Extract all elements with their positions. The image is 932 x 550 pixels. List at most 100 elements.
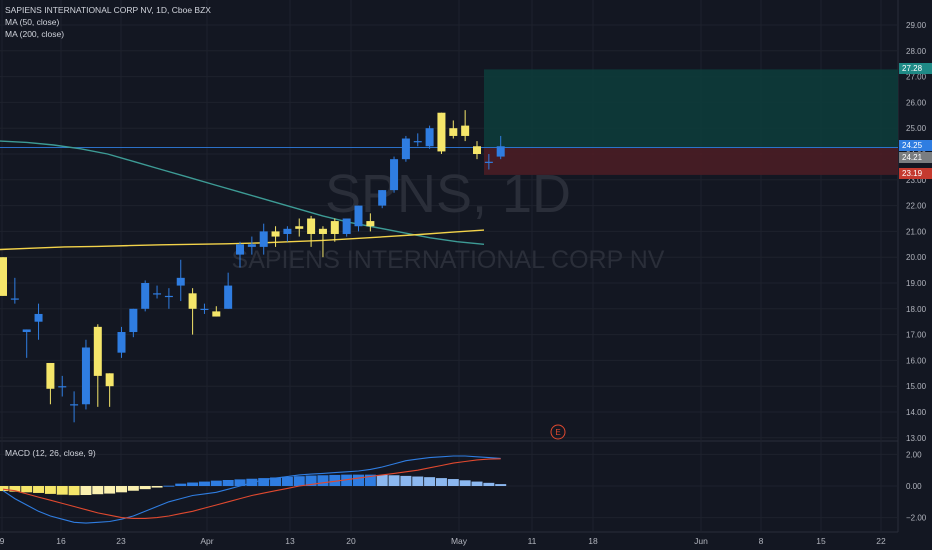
candle-body xyxy=(473,146,481,154)
candle xyxy=(318,226,327,258)
target-zone xyxy=(484,69,898,148)
macd-histogram-bar xyxy=(459,480,471,486)
candle-body xyxy=(200,308,209,310)
candle-body xyxy=(437,112,446,152)
y-tick-label: 23.00 xyxy=(906,176,927,185)
macd-histogram-bar xyxy=(116,486,127,493)
macd-histogram-bar xyxy=(353,474,364,486)
macd-histogram-bar xyxy=(424,477,436,486)
y-tick-label: 26.00 xyxy=(906,98,927,107)
y-tick-label: 19.00 xyxy=(906,279,927,288)
candle-body xyxy=(153,293,162,295)
candle xyxy=(247,236,256,255)
signal-line xyxy=(2,458,501,519)
watermark-name: SAPIENS INTERNATIONAL CORP NV xyxy=(232,246,665,274)
target-price-label: 27.28 xyxy=(899,63,932,74)
candle-body xyxy=(378,190,387,206)
candle-body xyxy=(10,298,19,300)
candle xyxy=(354,205,363,232)
candle xyxy=(0,257,7,296)
chart-title: SAPIENS INTERNATIONAL CORP NV, 1D, Cboe … xyxy=(5,5,211,15)
candle xyxy=(271,226,280,247)
candle-body xyxy=(141,283,150,309)
macd-histogram-bar xyxy=(21,486,33,493)
macd-legend: MACD (12, 26, close, 9) xyxy=(5,448,96,458)
candle xyxy=(22,329,31,358)
macd-histogram-bar xyxy=(127,486,139,491)
ma200-legend: MA (200, close) xyxy=(5,29,65,39)
candle-body xyxy=(70,404,79,406)
candle xyxy=(212,306,221,317)
x-tick-label: 23 xyxy=(116,536,126,546)
candle-body xyxy=(461,125,470,136)
macd-histogram-bar xyxy=(56,486,68,495)
macd-histogram-bar xyxy=(104,486,116,494)
macd-histogram-bar xyxy=(187,482,199,486)
candle xyxy=(342,218,351,237)
candle-body xyxy=(496,146,505,157)
candle-body xyxy=(46,362,55,389)
candle xyxy=(81,339,90,410)
candle-body xyxy=(484,161,493,163)
candle xyxy=(236,241,244,268)
candle-body xyxy=(425,128,434,147)
candle xyxy=(93,324,102,407)
candle-body xyxy=(188,293,197,309)
candle-body xyxy=(58,386,67,388)
candle xyxy=(401,135,410,162)
candle-body xyxy=(212,311,221,317)
candle xyxy=(117,326,126,358)
candle xyxy=(58,375,67,397)
macd-tick-label: −2.00 xyxy=(906,514,927,523)
ma50-line xyxy=(0,140,485,245)
macd-histogram-bar xyxy=(435,478,447,486)
candle xyxy=(141,280,150,312)
candle xyxy=(425,125,434,149)
candle xyxy=(259,223,268,255)
ma-price-label: 24.21 xyxy=(899,152,932,163)
x-tick-label: 11 xyxy=(528,536,537,546)
candle-body xyxy=(354,205,363,227)
x-tick-label: 22 xyxy=(876,536,886,546)
stop-zone xyxy=(484,147,898,175)
candle-body xyxy=(401,138,410,160)
macd-histogram-bar xyxy=(210,480,222,486)
candle xyxy=(200,303,209,314)
macd-histogram-bar xyxy=(33,486,45,493)
candle-body xyxy=(22,329,31,333)
macd-tick-label: 0.00 xyxy=(906,482,922,491)
x-tick-label: 8 xyxy=(759,536,764,546)
macd-histogram-bar xyxy=(329,474,341,486)
macd-histogram-bar xyxy=(270,477,282,486)
candle-body xyxy=(247,244,256,247)
candle-body xyxy=(342,218,351,234)
macd-histogram-bar xyxy=(139,486,151,490)
earnings-marker-icon xyxy=(550,424,566,440)
candle xyxy=(224,272,233,309)
candle-body xyxy=(34,313,43,322)
macd-histogram-bar xyxy=(317,475,329,486)
y-tick-label: 22.00 xyxy=(906,202,927,211)
macd-histogram-bar xyxy=(0,486,9,492)
macd-histogram-bar xyxy=(175,483,187,486)
macd-histogram-bar xyxy=(163,485,175,487)
candle-body xyxy=(236,244,244,255)
candle xyxy=(188,288,197,335)
candle-body xyxy=(318,228,327,234)
macd-histogram-bar xyxy=(483,482,495,486)
macd-histogram-bar xyxy=(400,475,412,486)
macd-histogram-bar xyxy=(305,475,317,486)
macd-histogram-bar xyxy=(68,486,80,496)
macd-histogram-bar xyxy=(376,474,388,486)
y-tick-label: 17.00 xyxy=(906,331,927,340)
y-tick-label: 14.00 xyxy=(906,408,927,417)
macd-histogram-bar xyxy=(92,486,104,495)
y-tick-label: 15.00 xyxy=(906,382,927,391)
y-tick-label: 20.00 xyxy=(906,253,927,262)
candle xyxy=(330,218,339,242)
candle xyxy=(105,373,114,407)
x-tick-label: Jun xyxy=(694,536,708,546)
earnings-marker-label: E xyxy=(555,428,560,437)
candle-body xyxy=(390,159,399,191)
